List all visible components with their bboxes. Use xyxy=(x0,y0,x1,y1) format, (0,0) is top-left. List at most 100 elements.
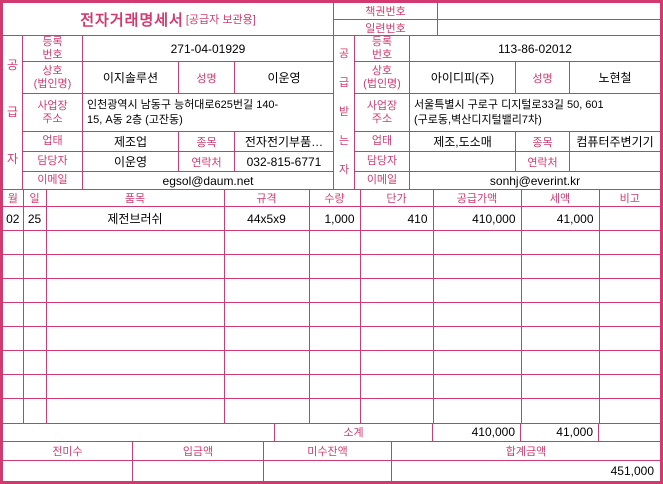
supplier-address-value: 인천광역시 남동구 능허대로625번길 140- 15, A동 2층 (고잔동) xyxy=(87,98,279,126)
summary-header-row: 전미수 입금액 미수잔액 합계금액 xyxy=(3,441,660,461)
supplier-manager-label: 담당자 xyxy=(23,152,83,171)
total-amount-value: 451,000 xyxy=(610,463,654,478)
item-note xyxy=(598,206,660,231)
buyer-manager-row: 담당자 연락처 xyxy=(355,152,660,172)
prev-unpaid-label: 전미수 xyxy=(3,441,133,460)
buyer-manager-label: 담당자 xyxy=(355,152,410,171)
unpaid-balance-label: 미수잔액 xyxy=(264,441,392,460)
serial-number-label: 일련번호 xyxy=(334,20,438,36)
deposit-label: 입금액 xyxy=(133,441,264,460)
item-day: 25 xyxy=(22,206,47,231)
buyer-address-row: 사업장 주소 서울특별시 구로구 디지털로33길 50, 601 (구로동,벽산… xyxy=(355,94,660,132)
supplier-phone-label: 연락처 xyxy=(178,152,235,171)
item-qty: 1,000 xyxy=(308,206,361,231)
buyer-ceo-value: 노현철 xyxy=(598,71,632,85)
supplier-manager-value: 이운영 xyxy=(113,155,148,169)
buyer-manager-value xyxy=(410,152,515,171)
buyer-biztype-row: 업태 제조,도소매 종목 컴퓨터주변기기 xyxy=(355,132,660,152)
supplier-biztype-label: 업태 xyxy=(23,132,83,151)
supplier-side-label: 공 급 자 xyxy=(3,36,23,189)
col-header-unit-price: 단가 xyxy=(359,189,434,207)
party-band: 공 급 자 등록 번호 271-04-01929 상호 (법인명) 이지솔루션 … xyxy=(3,36,660,190)
supplier-email-label: 이메일 xyxy=(23,172,83,189)
supplier-bizitem-value: 전자전기부품… xyxy=(244,135,324,149)
book-number-value xyxy=(438,3,660,19)
buyer-regno-value: 113-86-02012 xyxy=(498,41,572,56)
empty-item-row xyxy=(3,278,660,303)
col-header-note: 비고 xyxy=(598,189,660,207)
supplier-bizitem-label: 종목 xyxy=(178,132,235,151)
doc-number-block: 책권번호 일련번호 xyxy=(334,3,660,36)
supplier-email-row: 이메일 egsol@daum.net xyxy=(23,172,333,189)
supplier-biztype-value: 제조업 xyxy=(113,135,148,149)
supplier-company-label: 상호 (법인명) xyxy=(23,62,83,93)
buyer-email-row: 이메일 sonhj@everint.kr xyxy=(355,172,660,189)
buyer-ceo-label: 성명 xyxy=(515,62,570,93)
serial-number-value xyxy=(438,20,660,36)
supplier-company-value: 이지솔루션 xyxy=(102,71,159,85)
buyer-biztype-label: 업태 xyxy=(355,132,410,151)
page-title: 전자거래명세서 [공급자 보관용] xyxy=(3,3,334,35)
col-header-spec: 규격 xyxy=(223,189,310,207)
buyer-company-label: 상호 (법인명) xyxy=(355,62,410,93)
buyer-company-row: 상호 (법인명) 아이디피(주) 성명 노현철 xyxy=(355,62,660,94)
book-number-label: 책권번호 xyxy=(334,3,438,19)
item-unit-price: 410 xyxy=(359,206,434,231)
title-text: 전자거래명세서 xyxy=(80,11,184,29)
col-header-day: 일 xyxy=(22,189,47,207)
subtotal-supply-amount: 410,000 xyxy=(433,423,521,441)
supplier-regno-row: 등록 번호 271-04-01929 xyxy=(23,36,333,62)
item-spec: 44x5x9 xyxy=(223,206,310,231)
buyer-phone-label: 연락처 xyxy=(515,152,570,171)
buyer-company-value: 아이디피(주) xyxy=(430,71,495,85)
buyer-regno-label: 등록 번호 xyxy=(355,36,410,61)
empty-item-row xyxy=(3,254,660,279)
book-number-row: 책권번호 xyxy=(334,3,660,20)
supplier-email-value: egsol@daum.net xyxy=(162,173,254,188)
buyer-address-value: 서울특별시 구로구 디지털로33길 50, 601 (구로동,벽산디지털밸리7차… xyxy=(414,98,604,126)
empty-item-row xyxy=(3,374,660,399)
buyer-phone-value xyxy=(570,152,660,171)
item-row: 02 25 제전브러쉬 44x5x9 1,000 410 410,000 41,… xyxy=(3,206,660,231)
col-header-tax: 세액 xyxy=(520,189,600,207)
items-table: 월 일 품목 규격 수량 단가 공급가액 세액 비고 02 25 제전브러쉬 4… xyxy=(3,189,660,423)
supplier-ceo-value: 이운영 xyxy=(267,71,301,85)
supplier-phone-value: 032-815-6771 xyxy=(246,154,322,169)
col-header-month: 월 xyxy=(3,189,24,207)
empty-item-row xyxy=(3,326,660,351)
supplier-company-row: 상호 (법인명) 이지솔루션 성명 이운영 xyxy=(23,62,333,94)
subtotal-note-blank xyxy=(599,424,660,441)
supplier-regno-value: 271-04-01929 xyxy=(170,41,246,56)
prev-unpaid-value xyxy=(3,460,133,481)
empty-item-row xyxy=(3,398,660,423)
subtotal-label: 소계 xyxy=(275,423,433,441)
subtotal-tax: 41,000 xyxy=(521,423,599,441)
top-band: 전자거래명세서 [공급자 보관용] 책권번호 일련번호 xyxy=(3,3,660,36)
empty-item-row xyxy=(3,302,660,327)
serial-number-row: 일련번호 xyxy=(334,20,660,36)
deposit-value xyxy=(133,460,264,481)
item-name: 제전브러쉬 xyxy=(45,206,225,231)
empty-item-row xyxy=(3,230,660,255)
buyer-side-label: 공 급 받 는 자 xyxy=(334,36,355,189)
buyer-address-label: 사업장 주소 xyxy=(355,94,410,131)
title-suffix: [공급자 보관용] xyxy=(185,14,256,26)
buyer-email-value: sonhj@everint.kr xyxy=(489,173,581,188)
item-month: 02 xyxy=(3,206,24,231)
buyer-email-label: 이메일 xyxy=(355,172,410,189)
buyer-section: 공 급 받 는 자 등록 번호 113-86-02012 상호 (법인명) 아이… xyxy=(334,36,660,189)
buyer-bizitem-label: 종목 xyxy=(515,132,570,151)
subtotal-row: 소계 410,000 41,000 xyxy=(3,422,660,442)
items-header-row: 월 일 품목 규격 수량 단가 공급가액 세액 비고 xyxy=(3,189,660,207)
supplier-address-row: 사업장 주소 인천광역시 남동구 능허대로625번길 140- 15, A동 2… xyxy=(23,94,333,132)
col-header-item: 품목 xyxy=(45,189,225,207)
subtotal-blank xyxy=(3,423,275,441)
supplier-address-label: 사업장 주소 xyxy=(23,94,83,131)
supplier-section: 공 급 자 등록 번호 271-04-01929 상호 (법인명) 이지솔루션 … xyxy=(3,36,334,189)
col-header-supply-amount: 공급가액 xyxy=(432,189,522,207)
item-supply-amount: 410,000 xyxy=(432,206,522,231)
buyer-regno-row: 등록 번호 113-86-02012 xyxy=(355,36,660,62)
unpaid-balance-value xyxy=(264,460,392,481)
buyer-biztype-value: 제조,도소매 xyxy=(433,135,492,149)
